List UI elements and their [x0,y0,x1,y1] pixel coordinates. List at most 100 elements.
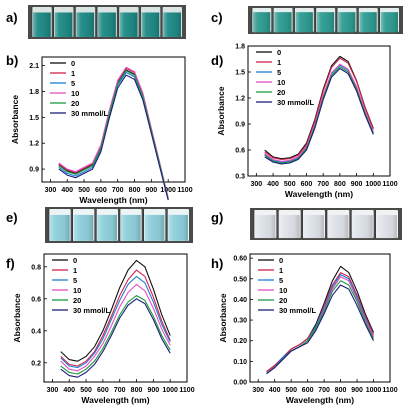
y-tick-label: 0.6 [31,296,41,303]
y-tick-label: 1.8 [29,89,39,96]
series-line-1 [60,269,171,367]
y-tick-label: 0.2 [31,360,41,367]
x-tick-label: 600 [97,387,109,394]
vial-shine [119,12,138,37]
vial-shine [380,12,398,33]
x-tick-label: 500 [284,181,296,188]
series-line-5 [266,274,375,375]
series-line-30-mmol/L [264,67,374,165]
panel-label-f: f) [6,256,15,271]
x-tick-label: 600 [302,387,314,394]
vial-shine [54,12,73,37]
x-tick-label: 700 [317,181,329,188]
x-tick-label: 800 [335,387,347,394]
series-line-30-mmol/L [266,284,374,375]
legend-label: 0 [277,48,281,57]
vial-shine [359,12,377,33]
series-line-30-mmol/L [58,74,169,201]
chart-f: 300 400 500 600 700 800 900 1000 11000.20.40.60.… [12,253,195,405]
x-tick-label: 300 [251,181,263,188]
x-axis-label: Wavelength (nm) [81,395,149,405]
chart-d: 300 400 500 600 700 800 900 1000 11000.30.60.91.… [216,44,398,200]
x-tick-label: 900 [351,387,363,394]
y-tick-label: 0.00 [233,380,247,387]
x-tick-label: 700 [318,387,330,394]
x-axis-label: Wavelength (nm) [285,189,353,199]
vial-shine [163,12,181,37]
x-tick-label: 1100 [382,387,397,394]
y-axis-label: Absorbance [218,293,228,342]
vial-shine [50,214,70,241]
vial-shine [253,12,271,33]
y-tick-label: 0.40 [233,297,247,304]
x-tick-label: 400 [63,387,75,394]
y-tick-label: 1.2 [235,96,245,103]
legend-label: 1 [277,58,281,67]
y-tick-label: 0.4 [31,328,41,335]
vials-photo-e [45,207,193,243]
legend-label: 0 [73,256,77,265]
x-tick-label: 900 [146,187,158,194]
vial-shine [295,12,313,33]
y-tick-label: 0.10 [233,359,247,366]
panel-label-h: h) [211,256,223,271]
x-tick-label: 400 [269,387,281,394]
vial-shine [168,214,188,241]
vial-shine [141,12,160,37]
legend-label: 5 [73,276,77,285]
x-tick-label: 300 [47,387,59,394]
vial-shine [279,215,300,239]
panel-label-g: g) [211,210,223,225]
vial-shine [274,12,292,33]
x-tick-label: 800 [131,387,143,394]
series-line-10 [60,283,171,372]
legend-label: 30 mmol/L [279,306,317,315]
y-axis-label: Absorbance [216,86,226,135]
legend-label: 30 mmol/L [71,109,109,118]
x-tick-label: 1000 [366,387,382,394]
y-tick-label: 2.1 [29,63,39,70]
vial-shine [303,215,324,239]
x-tick-label: 800 [334,181,346,188]
vial-shine [121,214,141,241]
y-tick-label: 1.5 [235,70,245,77]
x-axis-label: Wavelength (nm) [286,395,354,405]
y-tick-label: 0.3 [235,174,245,181]
series-line-10 [58,66,169,199]
legend-label: 30 mmol/L [277,98,315,107]
x-tick-label: 600 [301,181,313,188]
x-tick-label: 400 [267,181,279,188]
plot-frame [249,253,391,383]
series-line-0 [60,259,171,362]
vial-shine [98,12,116,37]
legend-label: 10 [73,286,81,295]
vials-photo-a [28,5,186,39]
x-tick-label: 1000 [160,187,176,194]
y-tick-label: 1.2 [29,141,39,148]
legend-label: 5 [279,276,283,285]
vial-shine [73,214,94,241]
x-tick-label: 700 [112,187,124,194]
panel-label-e: e) [6,210,18,225]
legend-label: 20 [277,88,285,97]
legend-label: 20 [73,296,81,305]
y-tick-label: 0.20 [233,338,247,345]
x-tick-label: 700 [114,387,126,394]
legend-label: 1 [73,266,77,275]
x-tick-label: 400 [61,187,73,194]
x-tick-label: 600 [95,187,107,194]
vials-photo-g [250,208,402,240]
y-tick-label: 0.6 [235,148,245,155]
legend-label: 5 [277,68,281,77]
x-tick-label: 1100 [177,187,192,194]
vial-shine [328,215,349,239]
panel-label-b: b) [6,53,18,68]
y-tick-label: 0.60 [233,256,247,263]
chart-h: 300 400 500 600 700 800 900 1000 11000.000.100.2… [218,253,398,405]
x-tick-label: 1100 [382,181,397,188]
x-tick-label: 300 [252,387,264,394]
y-axis-label: Absorbance [12,293,22,342]
vial-shine [97,214,117,241]
vial-shine [376,215,397,239]
vial-shine [352,215,373,239]
